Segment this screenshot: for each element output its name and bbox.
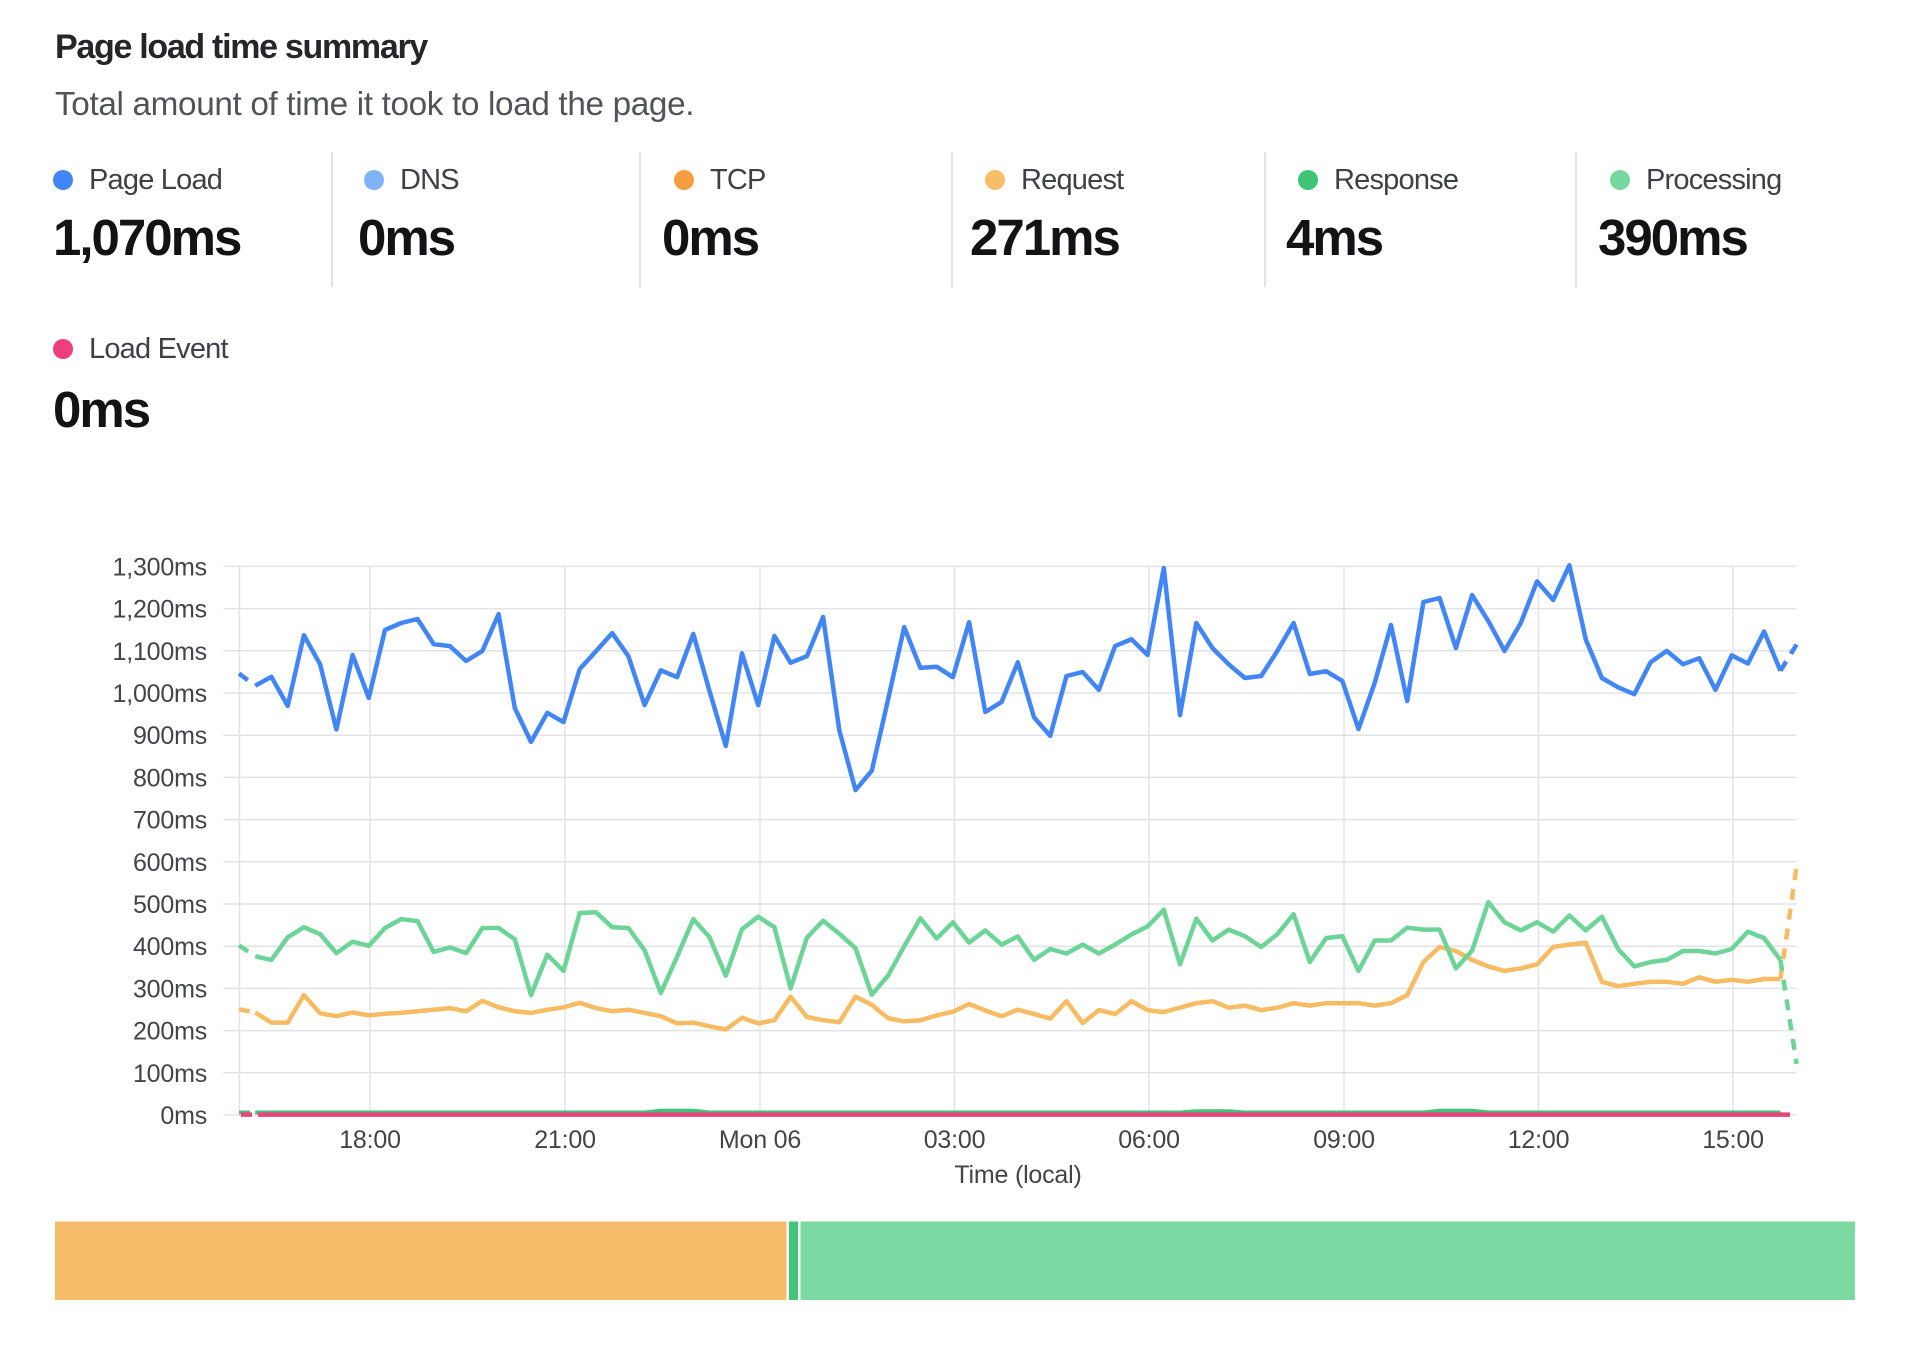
svg-text:06:00: 06:00 xyxy=(1118,1126,1180,1154)
svg-text:0ms: 0ms xyxy=(160,1102,207,1130)
svg-text:1,000ms: 1,000ms xyxy=(113,680,208,708)
svg-text:100ms: 100ms xyxy=(133,1060,207,1088)
svg-text:Mon 06: Mon 06 xyxy=(719,1126,801,1154)
svg-text:400ms: 400ms xyxy=(133,933,207,961)
svg-text:1,100ms: 1,100ms xyxy=(113,638,208,666)
svg-text:15:00: 15:00 xyxy=(1702,1126,1764,1154)
svg-text:1,300ms: 1,300ms xyxy=(113,553,208,581)
svg-text:09:00: 09:00 xyxy=(1313,1126,1375,1154)
svg-text:1,200ms: 1,200ms xyxy=(113,596,208,624)
svg-text:03:00: 03:00 xyxy=(924,1126,986,1154)
svg-text:21:00: 21:00 xyxy=(534,1126,596,1154)
svg-text:800ms: 800ms xyxy=(133,764,207,792)
svg-text:900ms: 900ms xyxy=(133,722,207,750)
svg-text:18:00: 18:00 xyxy=(339,1126,401,1154)
svg-text:600ms: 600ms xyxy=(133,849,207,877)
svg-text:Time (local): Time (local) xyxy=(954,1161,1081,1189)
svg-text:300ms: 300ms xyxy=(133,975,207,1003)
svg-text:700ms: 700ms xyxy=(133,807,207,835)
svg-text:500ms: 500ms xyxy=(133,891,207,919)
svg-text:200ms: 200ms xyxy=(133,1018,207,1046)
svg-text:12:00: 12:00 xyxy=(1508,1126,1570,1154)
